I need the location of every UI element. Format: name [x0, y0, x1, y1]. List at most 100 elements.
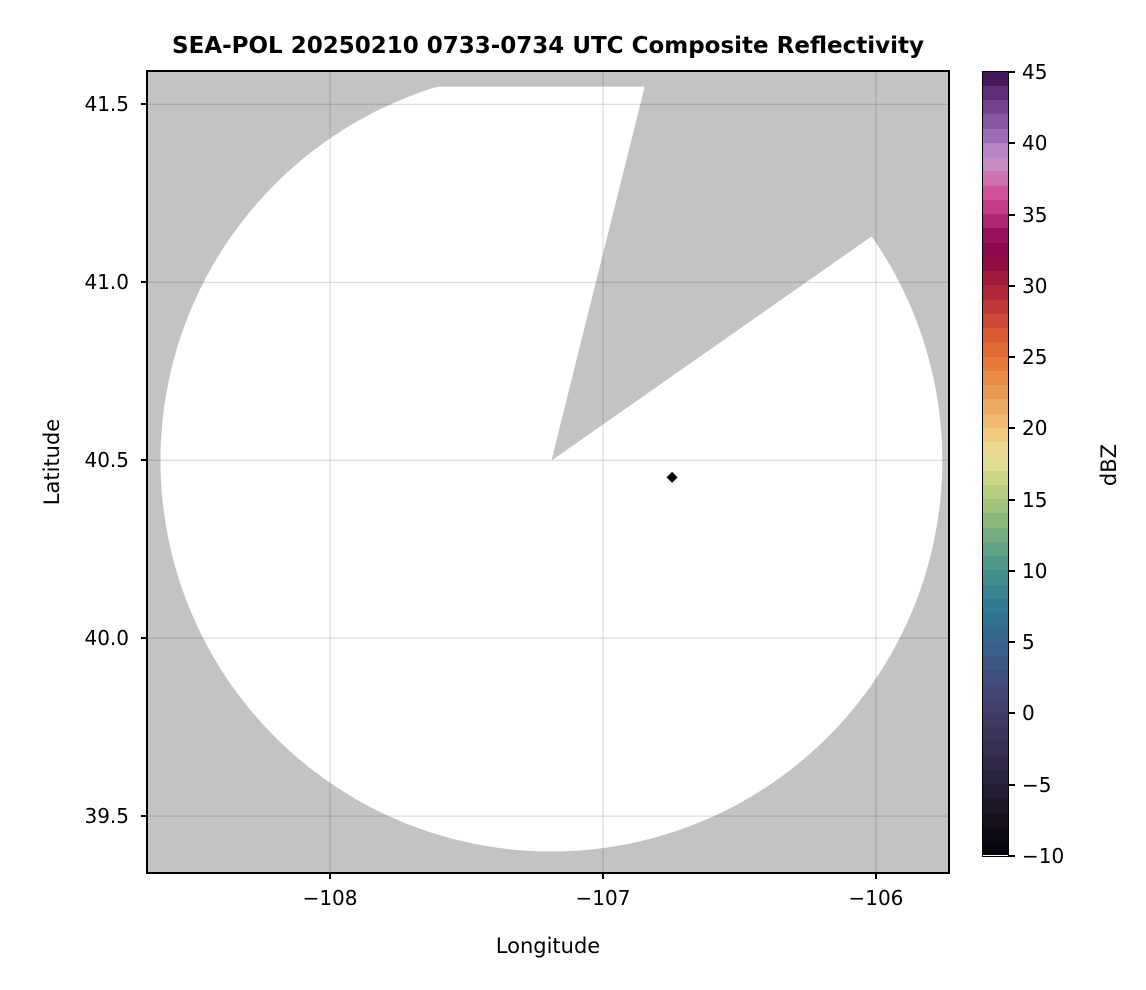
x-tick-mark — [329, 872, 332, 879]
colorbar-band — [982, 584, 1008, 599]
colorbar-band — [982, 114, 1008, 129]
y-axis-label: Latitude — [40, 418, 64, 506]
colorbar-band — [982, 769, 1008, 785]
y-tick-mark — [141, 815, 148, 818]
colorbar-band — [982, 299, 1008, 314]
y-tick-label: 40.0 — [84, 626, 129, 651]
colorbar-tick-label: 10 — [1022, 558, 1048, 583]
colorbar-band — [982, 370, 1008, 386]
colorbar-tick-label: −5 — [1022, 772, 1052, 797]
colorbar-band — [982, 684, 1008, 699]
colorbar-tick-label: 35 — [1022, 202, 1048, 227]
colorbar-band — [982, 527, 1008, 542]
colorbar-band — [982, 285, 1008, 300]
colorbar-band — [982, 513, 1008, 528]
colorbar-band — [982, 199, 1008, 215]
colorbar-band — [982, 826, 1008, 842]
colorbar-tick-label: −10 — [1022, 844, 1065, 868]
colorbar-tick-mark — [1008, 498, 1015, 501]
colorbar-band — [982, 271, 1008, 286]
colorbar-band — [982, 598, 1008, 614]
colorbar-tick-mark — [1008, 712, 1015, 715]
colorbar-band — [982, 570, 1008, 585]
colorbar-band — [982, 214, 1008, 229]
colorbar-band — [982, 727, 1008, 742]
colorbar-band — [982, 399, 1008, 414]
colorbar-band — [982, 841, 1008, 856]
colorbar-band — [982, 185, 1008, 200]
colorbar-band — [982, 670, 1008, 685]
reflectivity-map-graphic — [148, 72, 948, 872]
colorbar-band — [982, 442, 1008, 457]
colorbar-tick-mark — [1008, 284, 1015, 287]
colorbar-band — [982, 228, 1008, 243]
echo-point-marker — [666, 471, 678, 483]
colorbar-band — [982, 812, 1008, 827]
colorbar-tick-mark — [1008, 855, 1015, 857]
colorbar-band — [982, 456, 1008, 471]
colorbar-tick-label: 15 — [1022, 487, 1048, 512]
x-tick-label: −107 — [575, 886, 631, 910]
colorbar-tick-mark — [1008, 213, 1015, 216]
colorbar-tick-label: 0 — [1022, 701, 1035, 726]
x-tick-label: −108 — [302, 886, 358, 910]
colorbar-tick-label: 45 — [1022, 60, 1048, 84]
colorbar-tick-mark — [1008, 71, 1015, 73]
colorbar-band — [982, 484, 1008, 500]
colorbar-band — [982, 798, 1008, 813]
colorbar-band — [982, 641, 1008, 656]
colorbar-band — [982, 256, 1008, 272]
colorbar-band — [982, 712, 1008, 728]
colorbar-band — [982, 784, 1008, 799]
y-tick-mark — [141, 281, 148, 284]
colorbar-band — [982, 741, 1008, 756]
y-tick-mark — [141, 459, 148, 462]
y-tick-label: 41.0 — [84, 270, 129, 295]
missing-sector-wedge — [551, 72, 948, 461]
y-tick-mark — [141, 637, 148, 640]
colorbar-tick-mark — [1008, 569, 1015, 572]
colorbar-band — [982, 71, 1008, 86]
colorbar-band — [982, 755, 1008, 770]
colorbar — [981, 70, 1009, 857]
colorbar-tick-mark — [1008, 142, 1015, 145]
colorbar-tick-mark — [1008, 356, 1015, 359]
y-tick-label: 39.5 — [84, 804, 129, 829]
colorbar-band — [982, 356, 1008, 371]
colorbar-tick-mark — [1008, 641, 1015, 644]
colorbar-tick-label: 20 — [1022, 416, 1048, 441]
x-axis-label: Longitude — [495, 934, 601, 958]
colorbar-tick-mark — [1008, 783, 1015, 786]
y-tick-mark — [141, 103, 148, 106]
colorbar-band — [982, 541, 1008, 557]
y-tick-label: 40.5 — [84, 448, 129, 473]
colorbar-band — [982, 499, 1008, 514]
colorbar-band — [982, 142, 1008, 158]
plot-title: SEA-POL 20250210 0733-0734 UTC Composite… — [172, 33, 924, 59]
colorbar-band — [982, 556, 1008, 571]
colorbar-band — [982, 385, 1008, 400]
colorbar-band — [982, 427, 1008, 443]
x-tick-mark — [874, 872, 877, 879]
colorbar-band — [982, 242, 1008, 257]
colorbar-tick-label: 25 — [1022, 345, 1048, 370]
colorbar-band — [982, 171, 1008, 186]
colorbar-band — [982, 157, 1008, 172]
plot-area — [146, 70, 950, 874]
colorbar-band — [982, 698, 1008, 713]
colorbar-band — [982, 313, 1008, 329]
colorbar-band — [982, 128, 1008, 143]
colorbar-tick-label: 30 — [1022, 273, 1048, 298]
colorbar-band — [982, 85, 1008, 101]
colorbar-band — [982, 328, 1008, 343]
colorbar-tick-mark — [1008, 427, 1015, 430]
colorbar-band — [982, 655, 1008, 671]
colorbar-band — [982, 100, 1008, 115]
x-tick-mark — [601, 872, 604, 879]
colorbar-band — [982, 613, 1008, 628]
colorbar-band — [982, 342, 1008, 357]
colorbar-tick-label: 5 — [1022, 630, 1035, 655]
y-tick-label: 41.5 — [84, 92, 129, 117]
colorbar-band — [982, 470, 1008, 485]
